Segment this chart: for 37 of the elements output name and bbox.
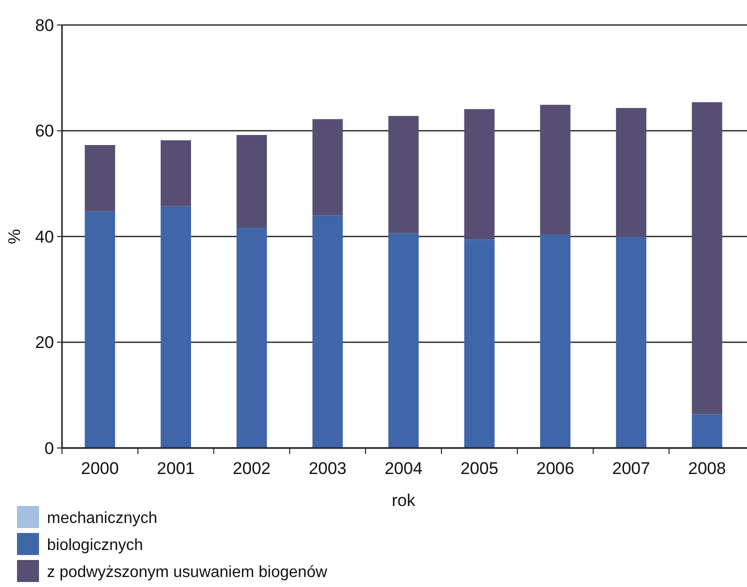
bar — [236, 134, 267, 228]
legend-label: mechanicznych — [47, 510, 158, 527]
bar — [616, 237, 646, 448]
bar — [540, 234, 570, 448]
legend-label: biologicznych — [47, 537, 144, 554]
x-tick-label: 2008 — [688, 459, 726, 478]
y-tick-label: 40 — [35, 227, 54, 246]
y-axis-title: % — [5, 228, 24, 244]
x-tick-label: 2002 — [232, 459, 271, 478]
y-tick-label: 0 — [44, 438, 54, 458]
x-tick-label: 2001 — [156, 459, 195, 478]
x-tick-label: 2006 — [536, 459, 574, 478]
x-tick-label: 2003 — [308, 459, 347, 478]
bar — [464, 109, 495, 240]
x-tick-label: 2004 — [384, 459, 422, 478]
bar — [616, 108, 646, 238]
bar — [692, 102, 722, 414]
bar — [692, 414, 722, 448]
bar — [540, 104, 570, 235]
y-tick-label: 60 — [35, 122, 54, 141]
x-tick-label: 2000 — [81, 459, 119, 478]
bar — [160, 206, 192, 448]
x-tick-label: 2005 — [460, 459, 498, 478]
bar — [84, 145, 116, 212]
bar — [84, 211, 116, 448]
bar — [388, 233, 419, 448]
bar — [312, 215, 343, 448]
x-axis-title: rok — [392, 491, 416, 510]
bar — [464, 240, 495, 448]
bar — [160, 140, 192, 206]
y-tick-label: 20 — [35, 333, 54, 352]
y-tick-label: 80 — [35, 16, 54, 35]
bar — [388, 116, 419, 234]
legend-label: z podwyższonym usuwaniem biogenów — [47, 564, 328, 581]
bar — [236, 228, 267, 448]
x-tick-label: 2007 — [612, 459, 650, 478]
bar — [312, 119, 343, 216]
